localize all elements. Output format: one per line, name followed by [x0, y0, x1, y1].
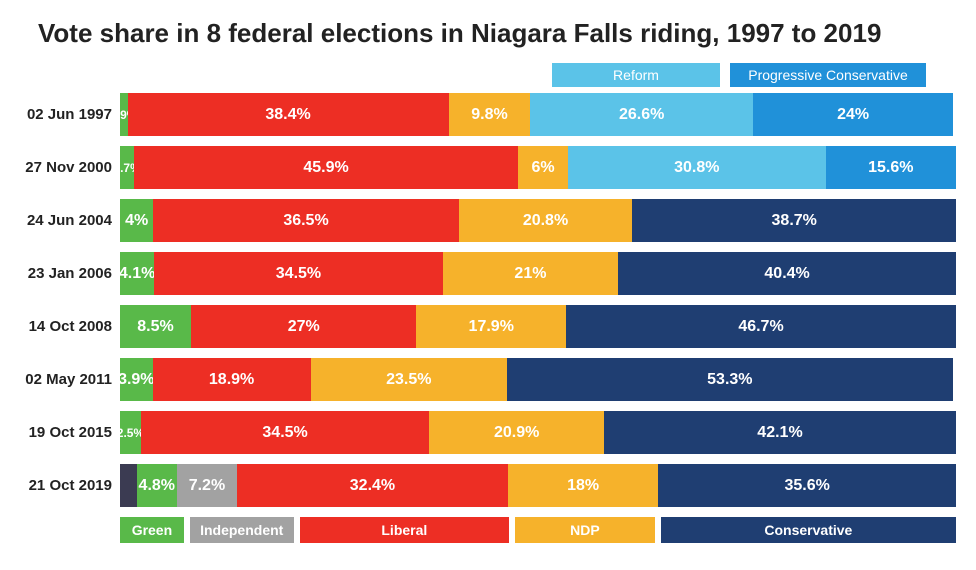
bar-segment: 24% — [753, 93, 954, 136]
top-legend-item: Progressive Conservative — [730, 63, 926, 87]
bar-segment: 20.8% — [459, 199, 633, 242]
row-date-label: 21 Oct 2019 — [20, 477, 120, 494]
chart-row: 02 Jun 19970.9%38.4%9.8%26.6%24% — [20, 93, 956, 136]
row-date-label: 19 Oct 2015 — [20, 424, 120, 441]
top-legend-item: Reform — [552, 63, 720, 87]
row-date-label: 24 Jun 2004 — [20, 212, 120, 229]
bar-segment: 38.4% — [128, 93, 449, 136]
bar-segment: 8.5% — [120, 305, 191, 348]
bar-segment: 38.7% — [632, 199, 956, 242]
bar-segment: 27% — [191, 305, 417, 348]
stacked-bar: 4%36.5%20.8%38.7% — [120, 199, 956, 242]
chart-row: 23 Jan 20064.1%34.5%21%40.4% — [20, 252, 956, 295]
chart-row: 02 May 20113.9%18.9%23.5%53.3% — [20, 358, 956, 401]
stacked-bar: 0.9%38.4%9.8%26.6%24% — [120, 93, 956, 136]
bar-segment: 34.5% — [154, 252, 442, 295]
bar-segment: 17.9% — [416, 305, 566, 348]
bar-segment: 4% — [120, 199, 153, 242]
bar-segment: 32.4% — [237, 464, 508, 507]
bar-segment: 4.8% — [137, 464, 177, 507]
stacked-bar: 4.8%7.2%32.4%18%35.6% — [120, 464, 956, 507]
stacked-bar: 8.5%27%17.9%46.7% — [120, 305, 956, 348]
bar-segment: 40.4% — [618, 252, 956, 295]
bar-segment: 34.5% — [141, 411, 429, 454]
chart-title: Vote share in 8 federal elections in Nia… — [38, 18, 956, 49]
vote-share-chart: Vote share in 8 federal elections in Nia… — [0, 0, 976, 553]
bar-segment: 30.8% — [568, 146, 825, 189]
bar-segment: 36.5% — [153, 199, 458, 242]
bar-segment: 20.9% — [429, 411, 604, 454]
bar-segment: 2.5% — [120, 411, 141, 454]
bar-segment: 53.3% — [507, 358, 953, 401]
row-date-label: 02 May 2011 — [20, 371, 120, 388]
bar-segment: 46.7% — [566, 305, 956, 348]
stacked-bar: 4.1%34.5%21%40.4% — [120, 252, 956, 295]
bottom-legend-item: Conservative — [661, 517, 956, 543]
chart-row: 19 Oct 20152.5%34.5%20.9%42.1% — [20, 411, 956, 454]
chart-row: 14 Oct 20088.5%27%17.9%46.7% — [20, 305, 956, 348]
stacked-bar: 3.9%18.9%23.5%53.3% — [120, 358, 956, 401]
bar-segment: 3.9% — [120, 358, 153, 401]
bar-segment: 45.9% — [134, 146, 518, 189]
bar-segment: 42.1% — [604, 411, 956, 454]
bar-segment — [120, 464, 137, 507]
row-date-label: 27 Nov 2000 — [20, 159, 120, 176]
row-date-label: 23 Jan 2006 — [20, 265, 120, 282]
bar-segment: 18% — [508, 464, 658, 507]
row-date-label: 14 Oct 2008 — [20, 318, 120, 335]
bottom-legend-item: Independent — [190, 517, 294, 543]
stacked-bar: 1.7%45.9%6%30.8%15.6% — [120, 146, 956, 189]
bar-segment: 1.7% — [120, 146, 134, 189]
bar-segment: 7.2% — [177, 464, 237, 507]
bottom-legend: GreenIndependentLiberalNDPConservative — [120, 517, 956, 543]
bar-segment: 9.8% — [449, 93, 531, 136]
bottom-legend-item: Green — [120, 517, 184, 543]
bar-segment: 4.1% — [120, 252, 154, 295]
bar-segment: 6% — [518, 146, 568, 189]
chart-row: 24 Jun 20044%36.5%20.8%38.7% — [20, 199, 956, 242]
chart-row: 27 Nov 20001.7%45.9%6%30.8%15.6% — [20, 146, 956, 189]
bar-segment: 15.6% — [826, 146, 956, 189]
top-legend: Reform Progressive Conservative — [20, 63, 956, 87]
row-date-label: 02 Jun 1997 — [20, 106, 120, 123]
bar-segment: 26.6% — [530, 93, 752, 136]
chart-row: 21 Oct 20194.8%7.2%32.4%18%35.6% — [20, 464, 956, 507]
bar-segment: 0.9% — [120, 93, 128, 136]
stacked-bar: 2.5%34.5%20.9%42.1% — [120, 411, 956, 454]
bar-segment: 35.6% — [658, 464, 956, 507]
bar-segment: 18.9% — [153, 358, 311, 401]
bar-segment: 21% — [443, 252, 619, 295]
chart-rows: 02 Jun 19970.9%38.4%9.8%26.6%24% 27 Nov 2… — [20, 93, 956, 507]
bar-segment: 23.5% — [311, 358, 507, 401]
bottom-legend-item: Liberal — [300, 517, 509, 543]
bottom-legend-item: NDP — [515, 517, 655, 543]
